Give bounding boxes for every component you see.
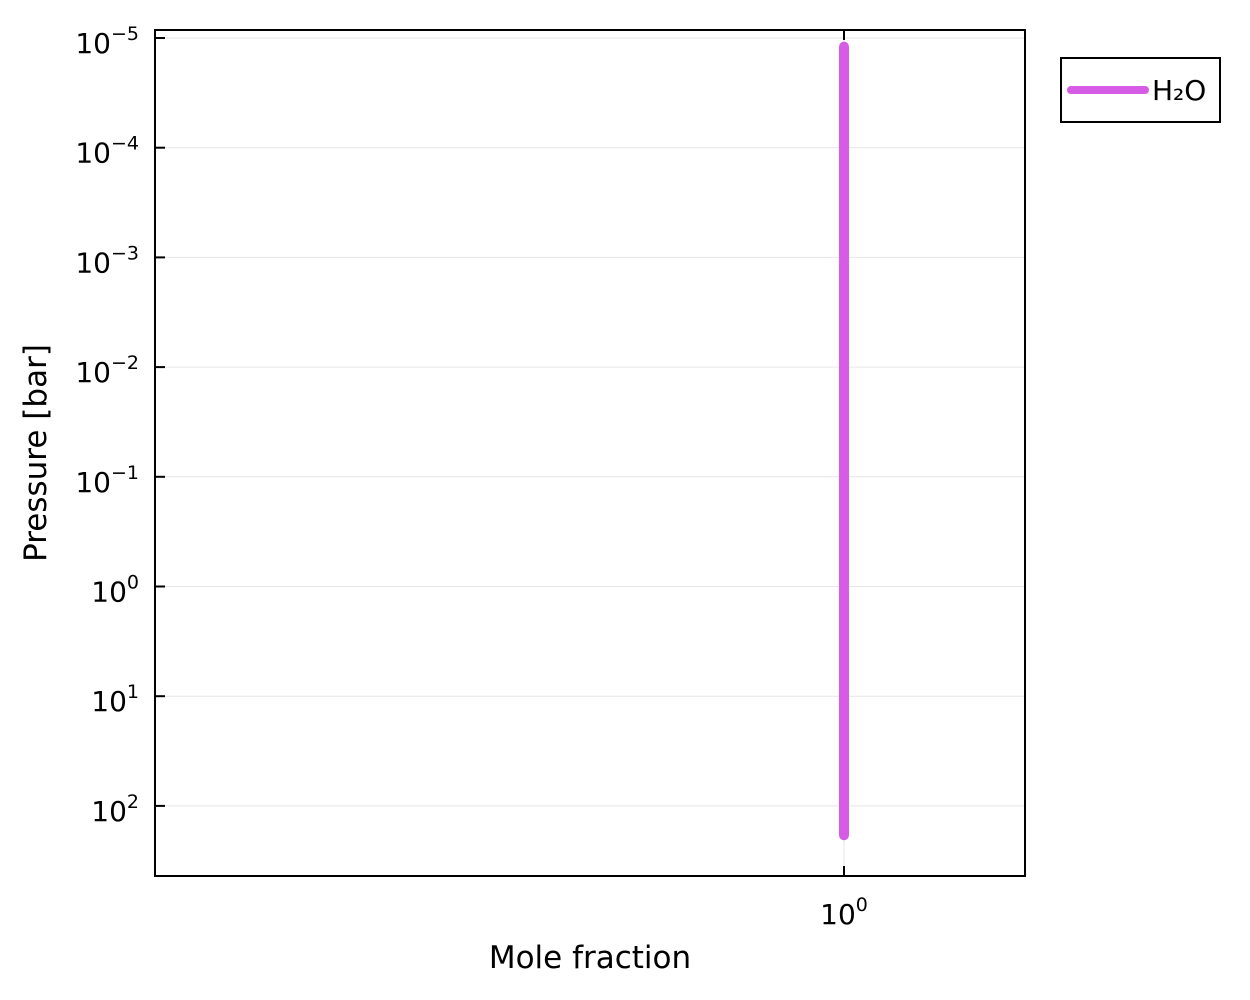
x-axis-ticks: 100 [820, 30, 868, 931]
y-tick-label: 102 [91, 791, 139, 828]
y-tick-label: 10−1 [75, 462, 139, 499]
y-tick-label: 10−5 [75, 23, 139, 60]
y-tick-label: 100 [91, 572, 139, 609]
plot-frame [154, 29, 1026, 877]
y-tick-label: 10−2 [75, 352, 139, 389]
y-tick-label: 10−3 [75, 242, 139, 279]
legend: H₂O [1060, 57, 1221, 123]
y-axis-label: Pressure [bar] [18, 344, 54, 562]
y-tick-label: 101 [91, 681, 139, 718]
y-tick-label: 10−4 [75, 133, 139, 170]
x-tick-label: 100 [820, 894, 868, 931]
y-axis-ticks: 10−5 10−4 10−3 10−2 10−1 100 101 102 [75, 23, 165, 828]
x-axis-label: Mole fraction [489, 940, 691, 976]
legend-label: H₂O [1152, 74, 1206, 107]
grid-lines [155, 30, 1025, 876]
